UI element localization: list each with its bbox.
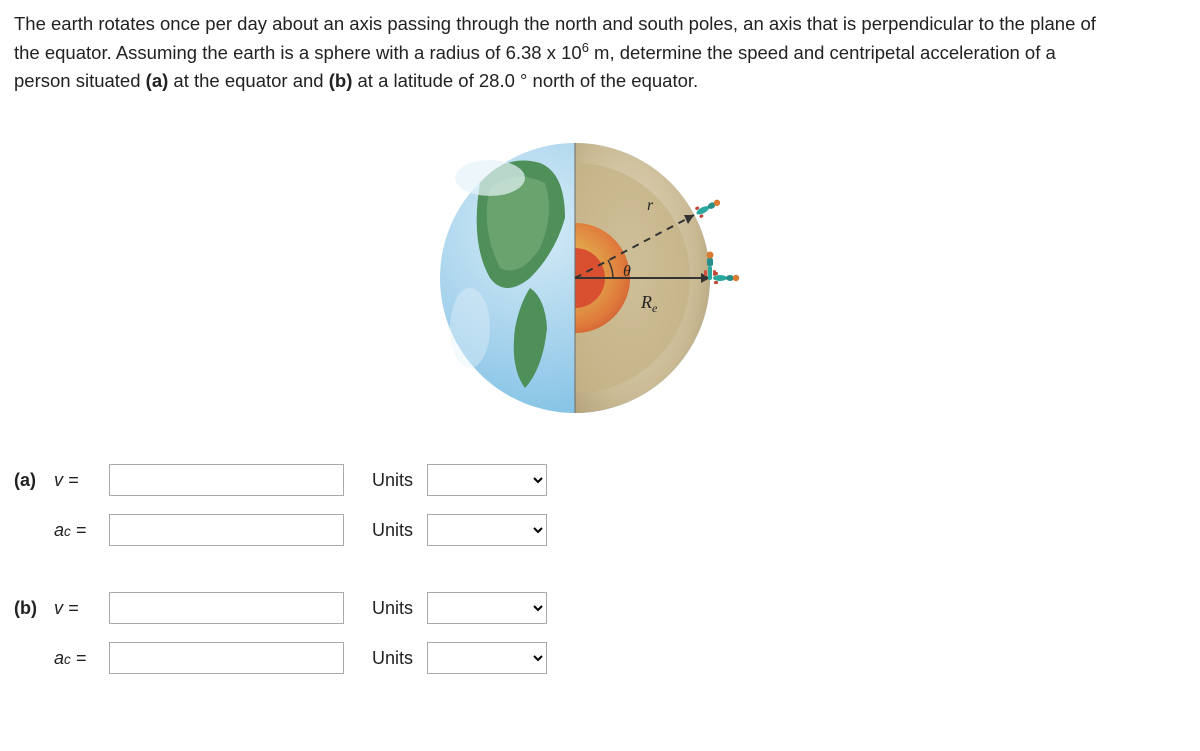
var-b-ac-label: ac = <box>54 645 109 672</box>
row-b-ac: ac = Units <box>14 642 1186 674</box>
problem-line3-post: at a latitude of 28.0 ° north of the equ… <box>352 70 698 91</box>
var-a-v-label: v = <box>54 467 109 494</box>
units-label-b-v: Units <box>372 595 413 622</box>
units-select-a-v[interactable] <box>427 464 547 496</box>
units-select-a-ac[interactable] <box>427 514 547 546</box>
problem-line2-pre: the equator. Assuming the earth is a sph… <box>14 42 582 63</box>
units-select-b-ac[interactable] <box>427 642 547 674</box>
row-a-ac: ac = Units <box>14 514 1186 546</box>
diagram-label-r: r <box>647 197 654 214</box>
problem-line2-exp: 6 <box>582 40 589 55</box>
var-a-ac-label: ac = <box>54 517 109 544</box>
input-a-ac[interactable] <box>109 514 344 546</box>
problem-line3-mid: at the equator and <box>168 70 328 91</box>
diagram-label-theta: θ <box>623 263 631 280</box>
problem-text: The earth rotates once per day about an … <box>14 10 1186 94</box>
problem-line2-post: m, determine the speed and centripetal a… <box>589 42 1056 63</box>
problem-line3-b: (b) <box>329 70 353 91</box>
problem-line3-pre: person situated <box>14 70 146 91</box>
units-select-b-v[interactable] <box>427 592 547 624</box>
units-label-a-ac: Units <box>372 517 413 544</box>
problem-line3-a: (a) <box>146 70 169 91</box>
row-b-v: (b) v = Units <box>14 592 1186 624</box>
row-a-v: (a) v = Units <box>14 464 1186 496</box>
units-label-a-v: Units <box>372 467 413 494</box>
input-b-v[interactable] <box>109 592 344 624</box>
part-b-label: (b) <box>14 595 54 622</box>
problem-line1: The earth rotates once per day about an … <box>14 13 1096 34</box>
var-b-v-label: v = <box>54 595 109 622</box>
input-a-v[interactable] <box>109 464 344 496</box>
part-a-label: (a) <box>14 467 54 494</box>
units-label-b-ac: Units <box>372 645 413 672</box>
earth-diagram: r θ Re <box>14 128 1186 428</box>
input-b-ac[interactable] <box>109 642 344 674</box>
answer-inputs: (a) v = Units ac = Units (b) v = Units a… <box>14 464 1186 674</box>
